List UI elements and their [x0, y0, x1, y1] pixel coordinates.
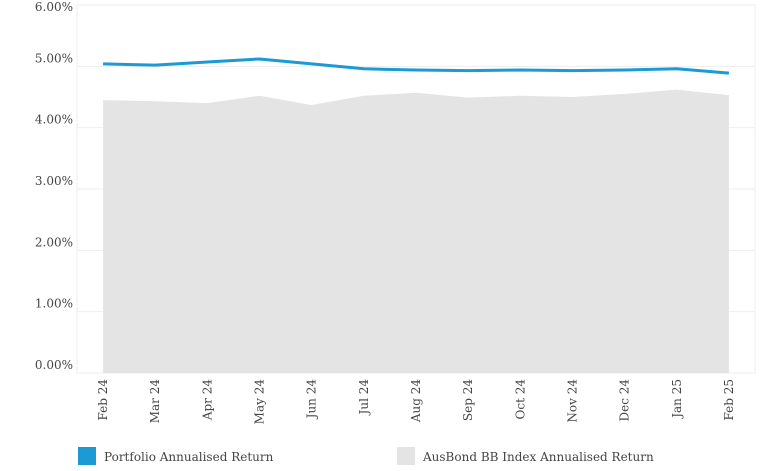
x-tick-label: Oct 24: [513, 379, 527, 420]
x-tick-label: Aug 24: [409, 379, 423, 424]
y-tick-label: 2.00%: [35, 235, 73, 249]
x-tick-label: Feb 25: [722, 379, 736, 421]
x-tick-label: Sep 24: [461, 379, 475, 421]
area: [103, 89, 729, 373]
x-tick-label: Apr 24: [200, 379, 214, 422]
x-tick-label: May 24: [253, 379, 267, 425]
legend-label: AusBond BB Index Annualised Return: [422, 450, 654, 464]
y-tick-label: 1.00%: [35, 297, 73, 311]
x-tick-label: Mar 24: [148, 379, 162, 424]
y-tick-label: 5.00%: [35, 51, 73, 65]
y-tick-label: 0.00%: [35, 358, 73, 372]
legend-swatch: [78, 447, 96, 465]
line: [103, 57, 730, 75]
y-tick-label: 4.00%: [35, 113, 73, 127]
y-tick-label: 6.00%: [35, 0, 73, 14]
x-tick-label: Feb 24: [96, 379, 110, 421]
x-tick-label: Dec 24: [618, 379, 632, 422]
y-tick-label: 3.00%: [35, 174, 73, 188]
x-tick-label: Jul 24: [357, 379, 371, 417]
legend-swatch: [397, 447, 415, 465]
legend-label: Portfolio Annualised Return: [104, 450, 274, 464]
x-tick-label: Jun 24: [305, 379, 319, 421]
x-tick-label: Nov 24: [565, 379, 579, 423]
x-tick-label: Jan 25: [670, 379, 684, 420]
